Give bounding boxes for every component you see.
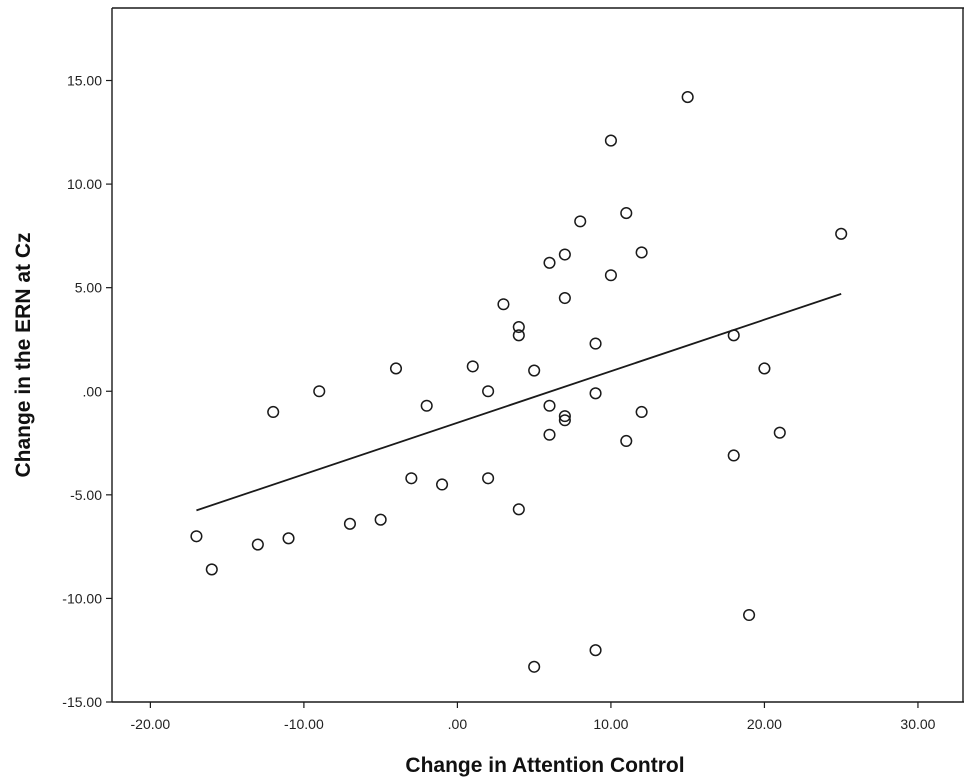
y-tick-label: -5.00	[70, 487, 102, 503]
scatter-point	[543, 256, 556, 269]
scatter-point	[743, 608, 756, 622]
fit-line-group	[196, 293, 842, 512]
scatter-point	[528, 660, 541, 673]
scatter-point	[589, 387, 602, 400]
scatter-point	[497, 298, 510, 311]
x-axis-title: Change in Attention Control	[405, 754, 684, 777]
scatter-point	[635, 405, 648, 419]
scatter-point	[620, 207, 633, 220]
scatter-point	[835, 227, 848, 240]
scatter-point	[558, 414, 571, 427]
scatter-point	[313, 385, 326, 398]
scatter-point	[558, 291, 571, 305]
scatter-point	[405, 472, 418, 485]
x-tick-label: 30.00	[900, 716, 935, 732]
x-tick-label: -10.00	[284, 716, 324, 732]
scatter-point	[374, 513, 387, 526]
scatter-point	[420, 399, 433, 412]
x-tick-label: .00	[448, 716, 468, 732]
scatter-point	[282, 532, 295, 545]
scatter-point	[620, 434, 633, 448]
scatter-point	[466, 360, 479, 373]
scatter-point	[482, 385, 495, 398]
scatter-point	[512, 329, 525, 342]
scatter-point	[589, 644, 602, 657]
y-axis-ticks: -15.00 -10.00 -5.00 .00 5.00 10.00 15.00	[62, 73, 112, 710]
scatter-point	[727, 449, 740, 462]
y-tick-label: 5.00	[75, 280, 102, 296]
y-tick-label: -10.00	[62, 590, 102, 606]
y-tick-label: .00	[83, 383, 103, 399]
y-tick-label: 15.00	[67, 73, 102, 89]
scatter-point	[727, 329, 740, 342]
scatter-point	[758, 362, 771, 375]
x-tick-label: 10.00	[593, 716, 628, 732]
scatter-point	[589, 337, 602, 350]
scatter-point	[512, 503, 525, 516]
scatter-point	[543, 399, 556, 412]
x-tick-label: -20.00	[131, 716, 171, 732]
scatter-point	[773, 426, 786, 439]
scatter-point	[558, 410, 571, 423]
scatter-point	[558, 248, 571, 261]
y-axis-title: Change in the ERN at Cz	[12, 232, 35, 477]
scatter-point	[389, 362, 403, 375]
scatter-point	[604, 269, 617, 282]
scatter-point	[574, 215, 587, 228]
y-tick-label: -15.00	[62, 694, 102, 710]
data-points	[190, 91, 848, 673]
y-tick-label: 10.00	[67, 176, 102, 192]
scatter-point	[436, 478, 449, 491]
x-tick-label: 20.00	[747, 716, 782, 732]
scatter-point	[190, 530, 203, 543]
scatter-point	[205, 563, 218, 576]
scatter-point	[604, 134, 617, 147]
scatter-point	[482, 472, 495, 485]
scatter-point	[251, 538, 264, 551]
scatter-point	[681, 91, 694, 104]
scatter-point	[512, 320, 525, 334]
scatter-point	[343, 517, 356, 530]
scatter-point	[543, 428, 556, 441]
scatter-point	[635, 246, 648, 259]
fit-line	[196, 293, 842, 512]
scatter-point	[528, 364, 541, 377]
scatter-point	[267, 405, 280, 419]
x-axis-ticks: -20.00 -10.00 .00 10.00 20.00 30.00	[131, 702, 936, 732]
